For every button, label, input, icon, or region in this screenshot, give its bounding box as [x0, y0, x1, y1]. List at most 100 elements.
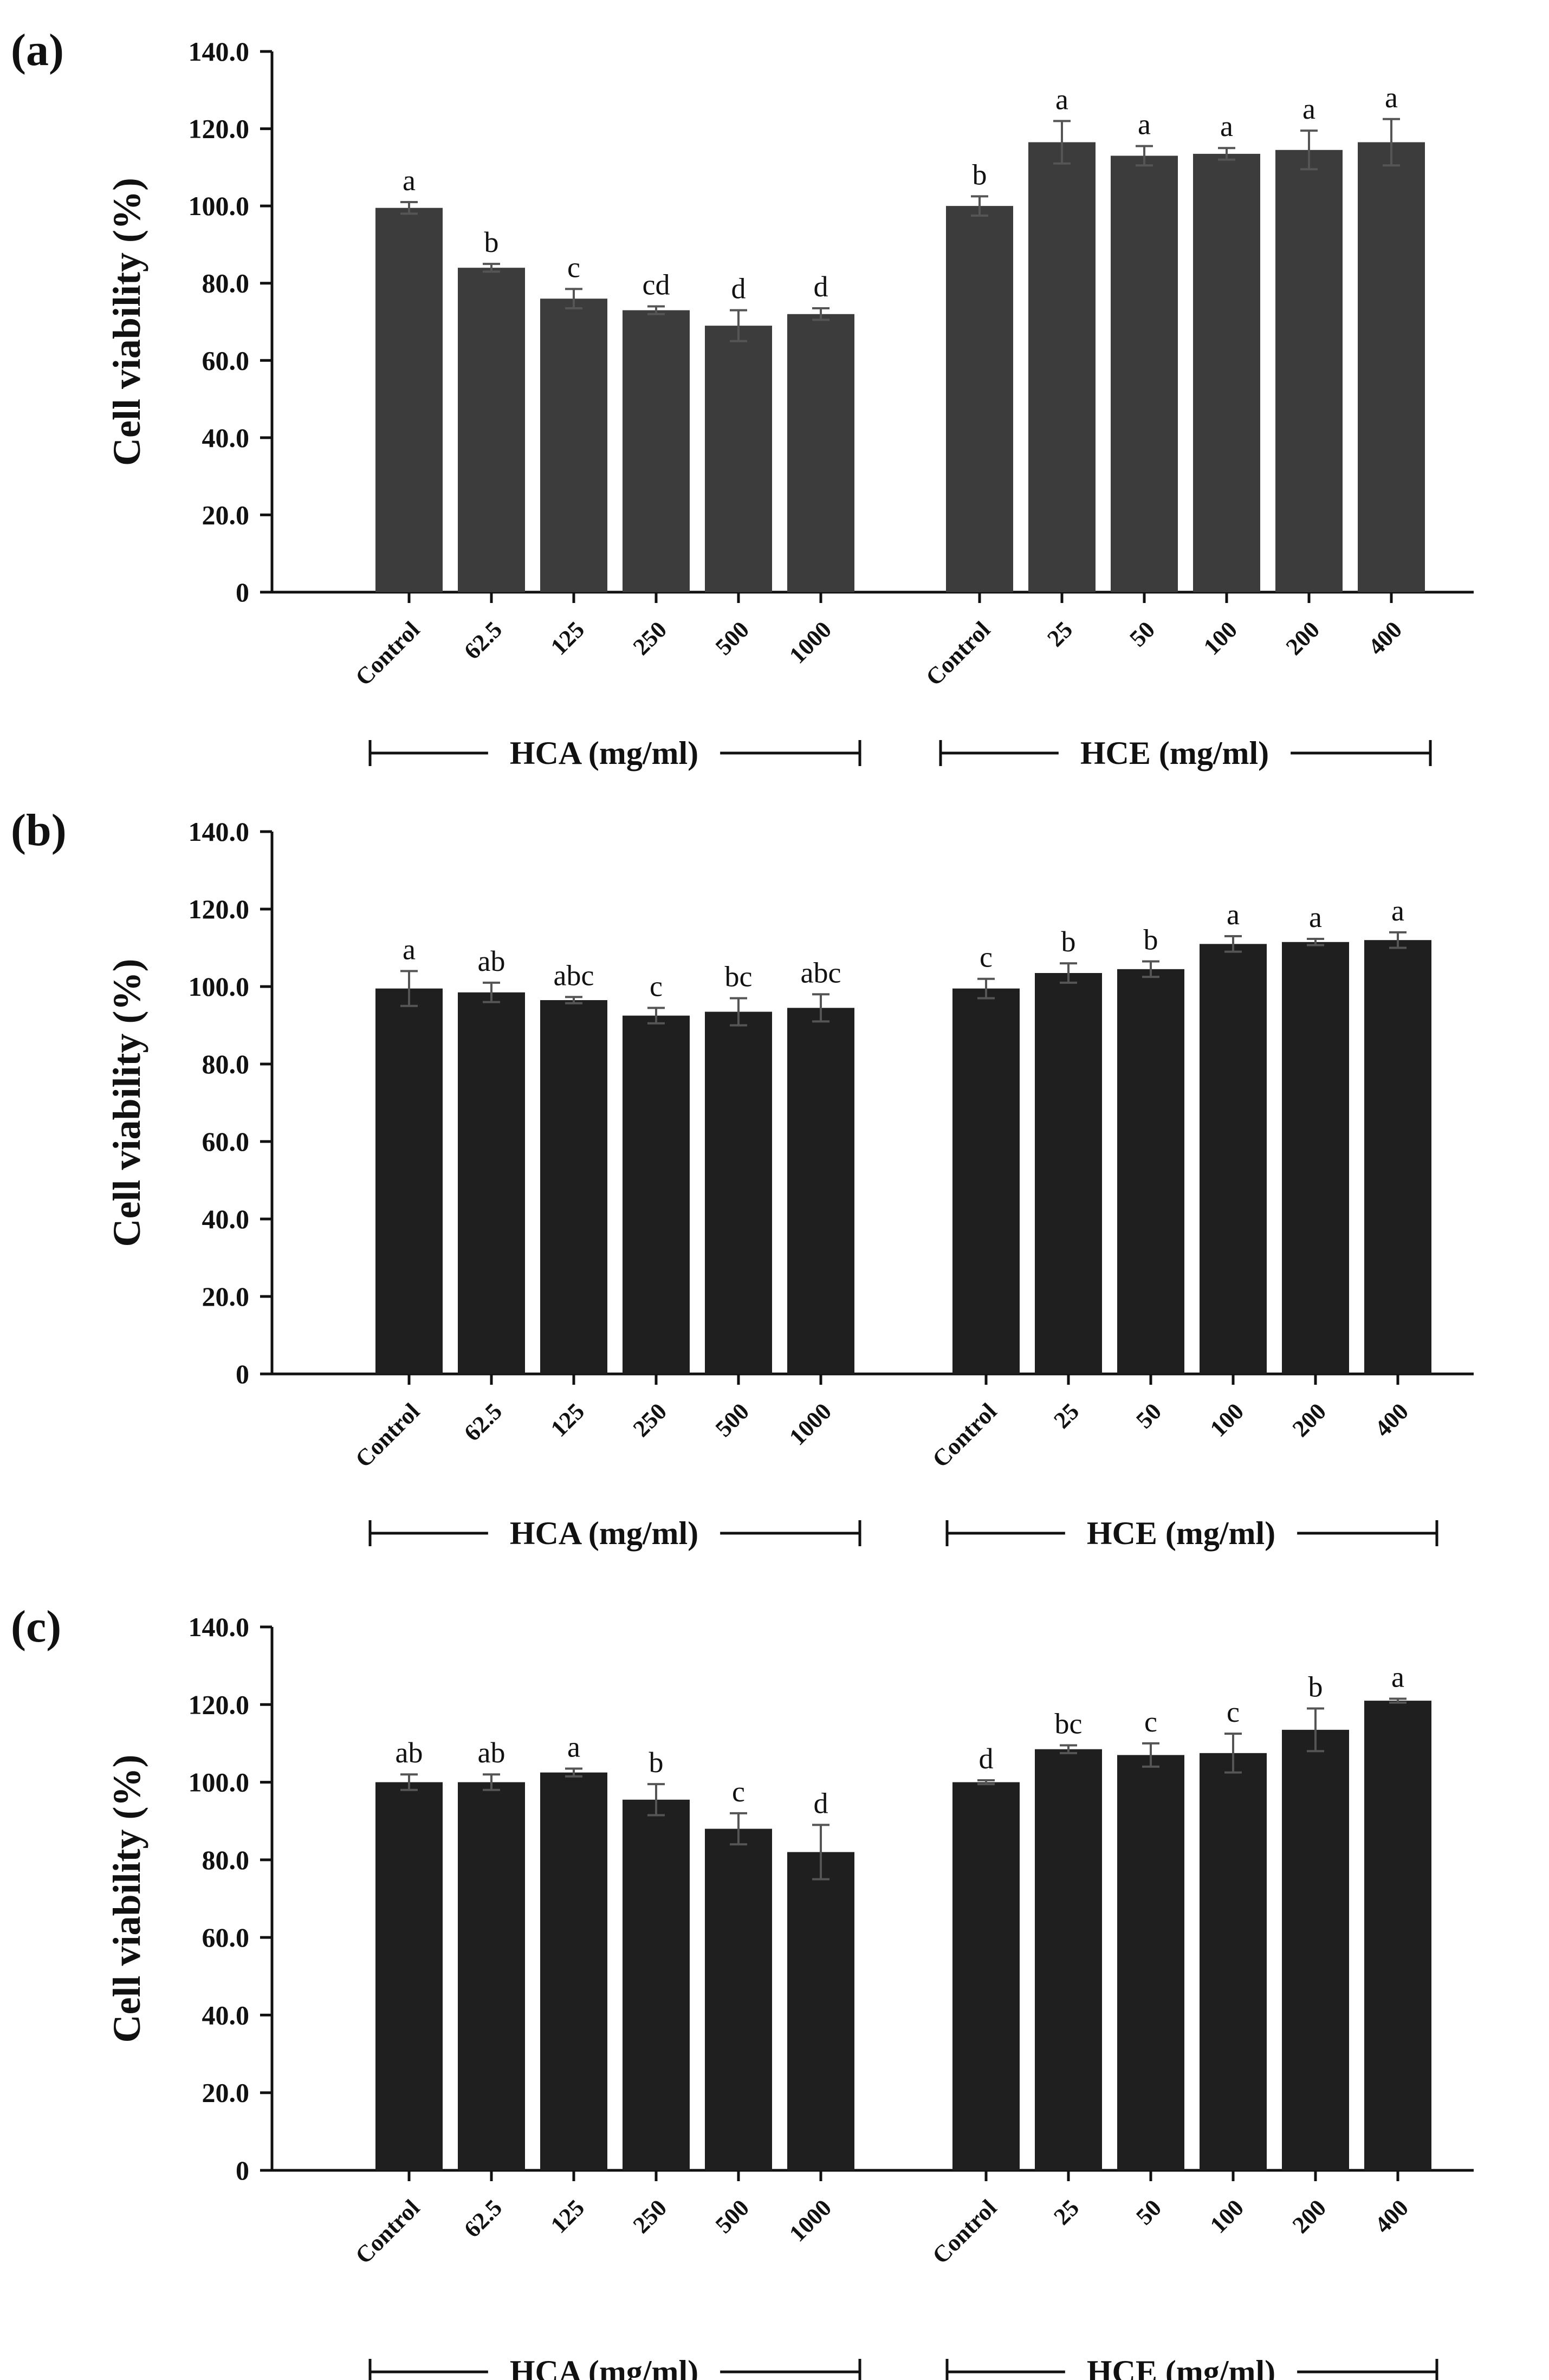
- significance-letter: b: [973, 158, 987, 191]
- bar-group-hce: b Control a 25 a 50 a 100 a 200 a 400 HCE (mg/ml): [921, 81, 1432, 771]
- x-tick-label: 250: [628, 1398, 672, 1442]
- x-tick-label: 125: [546, 1398, 589, 1442]
- bar: [1035, 972, 1102, 1374]
- significance-letter: c: [1227, 1696, 1240, 1728]
- significance-letter: a: [1138, 108, 1151, 141]
- x-tick-label: 50: [1131, 1398, 1166, 1434]
- bar-group-hce: d Control bc 25 c 50 c 100 b 200 a 400 HCE (mg/ml): [927, 1661, 1438, 2380]
- x-tick-label: 200: [1287, 2194, 1331, 2238]
- y-tick-label: 0: [236, 2155, 249, 2186]
- bar-group-hca: ab Control ab 62.5 a 125 b 250 c 500 d 1000 HCA (mg/…: [350, 1730, 861, 2380]
- y-tick-label: 80.0: [202, 1049, 250, 1079]
- significance-letter: c: [732, 1775, 745, 1808]
- bar: [1028, 142, 1096, 592]
- y-tick-label: 100.0: [189, 1767, 250, 1798]
- chart-panel-b: (b) 0 20.0 40.0 60.0 80.0 100.0 120.0 140.0 Cell …: [11, 805, 1474, 1551]
- y-tick-label: 40.0: [202, 1204, 250, 1234]
- bar: [952, 1782, 1020, 2170]
- bar: [623, 1015, 690, 1374]
- bar: [623, 1799, 690, 2170]
- y-tick-label: 60.0: [202, 1922, 250, 1953]
- bar-group-hce: c Control b 25 b 50 a 100 a 200 a 400 HCE (mg/ml): [927, 894, 1438, 1551]
- group-label: HCA (mg/ml): [510, 1515, 698, 1551]
- significance-letter: ab: [396, 1736, 423, 1769]
- significance-letter: d: [979, 1742, 994, 1775]
- y-tick-label: 120.0: [189, 1689, 250, 1720]
- significance-letter: c: [1144, 1705, 1157, 1738]
- group-label: HCA (mg/ml): [510, 735, 698, 771]
- bar: [1200, 1753, 1267, 2170]
- significance-letter: bc: [1055, 1708, 1083, 1740]
- group-label: HCE (mg/ml): [1087, 1515, 1275, 1551]
- significance-letter: abc: [801, 956, 841, 989]
- significance-letter: b: [1308, 1670, 1323, 1703]
- y-tick-label: 20.0: [202, 1281, 250, 1312]
- bar: [540, 1000, 607, 1374]
- panel-label: (a): [11, 25, 64, 75]
- group-label: HCE (mg/ml): [1080, 735, 1269, 771]
- x-tick-label: 500: [710, 2194, 754, 2238]
- bar: [458, 1782, 525, 2170]
- significance-letter: b: [1061, 925, 1076, 958]
- significance-letter: a: [403, 933, 416, 965]
- bar: [1117, 969, 1184, 1374]
- x-tick-label: Control: [921, 616, 995, 691]
- significance-letter: a: [1055, 83, 1068, 115]
- bar: [623, 310, 690, 592]
- group-label: HCE (mg/ml): [1087, 2354, 1275, 2380]
- x-tick-label: 100: [1205, 1398, 1249, 1442]
- y-tick-label: 100.0: [189, 971, 250, 1002]
- y-tick-label: 120.0: [189, 114, 250, 144]
- y-tick-label: 140.0: [189, 1612, 250, 1642]
- bar: [1358, 142, 1425, 592]
- x-tick-label: 50: [1124, 616, 1160, 652]
- y-tick-label: 140.0: [189, 36, 250, 67]
- bar: [705, 1828, 772, 2170]
- x-tick-label: Control: [927, 2194, 1002, 2269]
- bar: [458, 992, 525, 1374]
- x-tick-label: 62.5: [459, 616, 507, 664]
- bar: [375, 207, 443, 592]
- y-tick-label: 20.0: [202, 500, 250, 530]
- x-tick-label: 50: [1131, 2194, 1166, 2230]
- bar: [705, 326, 772, 592]
- y-tick-label: 80.0: [202, 1845, 250, 1875]
- panel-label: (c): [11, 1601, 61, 1652]
- significance-letter: ab: [478, 945, 505, 977]
- panel-label: (b): [11, 805, 67, 855]
- significance-letter: a: [1227, 898, 1240, 931]
- bar: [1200, 944, 1267, 1374]
- bar: [375, 1782, 443, 2170]
- significance-letter: a: [1391, 1661, 1404, 1694]
- y-tick-label: 60.0: [202, 1126, 250, 1157]
- significance-letter: a: [567, 1730, 580, 1763]
- bar: [787, 1008, 854, 1374]
- y-tick-label: 40.0: [202, 2000, 250, 2030]
- x-tick-label: 500: [710, 1398, 754, 1442]
- bar: [952, 988, 1020, 1374]
- x-tick-label: 25: [1048, 2194, 1084, 2230]
- significance-letter: c: [980, 941, 993, 974]
- bar: [787, 1852, 854, 2170]
- significance-letter: a: [403, 164, 416, 197]
- bar-group-hca: a Control b 62.5 c 125 cd 250 d 500 d 1000 HCA (mg/m…: [350, 164, 861, 771]
- x-tick-label: Control: [350, 616, 425, 691]
- x-tick-label: 400: [1370, 1398, 1414, 1442]
- x-tick-label: 25: [1042, 616, 1078, 652]
- significance-letter: b: [1144, 924, 1158, 956]
- bar-group-hca: a Control ab 62.5 abc 125 c 250 bc 500 abc 1000 HCA …: [350, 933, 861, 1551]
- significance-letter: a: [1309, 901, 1322, 933]
- x-tick-label: 200: [1281, 616, 1325, 660]
- group-label: HCA (mg/ml): [510, 2354, 698, 2380]
- x-tick-label: Control: [350, 1398, 425, 1473]
- bar: [1193, 153, 1260, 593]
- bar: [787, 314, 854, 592]
- x-tick-label: 62.5: [459, 2194, 507, 2242]
- y-tick-label: 0: [236, 1359, 249, 1389]
- bar: [1364, 1701, 1431, 2170]
- significance-letter: a: [1385, 81, 1398, 114]
- x-tick-label: 400: [1370, 2194, 1414, 2238]
- y-tick-label: 20.0: [202, 2078, 250, 2108]
- y-axis-title: Cell viability (%): [105, 1755, 148, 2043]
